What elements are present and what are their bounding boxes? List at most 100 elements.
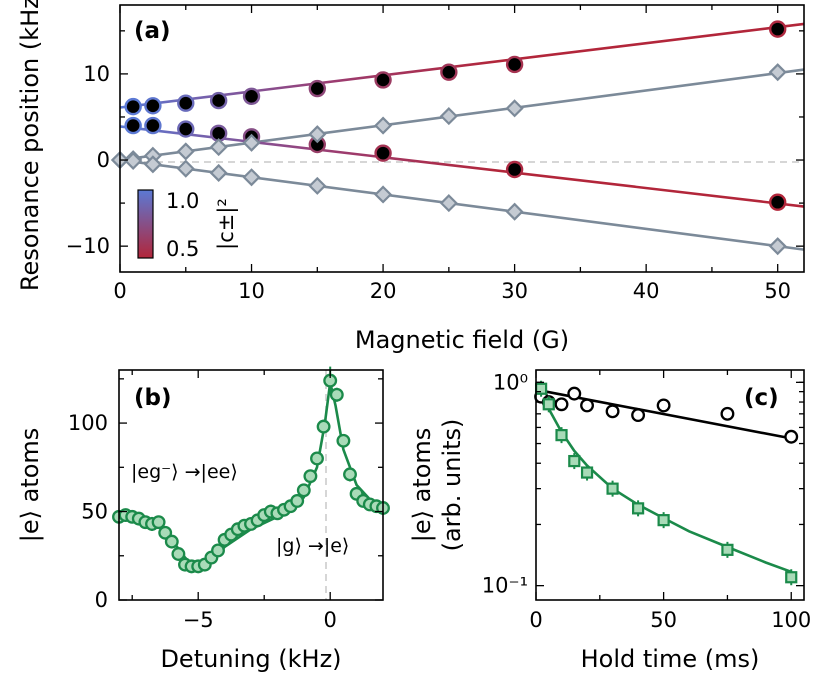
data-point-diamond: [308, 125, 327, 144]
data-point-circle: [374, 71, 392, 89]
data-point-circle: [144, 116, 162, 135]
data-point-diamond: [242, 168, 261, 187]
y-tick-label: 0: [97, 148, 110, 172]
data-point-circle: [554, 397, 569, 412]
data-point-diamond: [768, 63, 787, 82]
data-point-diamond: [176, 142, 195, 161]
data-point-circle: [242, 87, 261, 105]
x-tick-label: 0: [529, 608, 542, 632]
data-point-square: [542, 398, 555, 411]
colorbar-tick-top: 1.0: [166, 189, 199, 213]
data-point-circle: [124, 97, 142, 116]
panel-c-ylabel-line1: |e⟩ atoms: [408, 428, 436, 543]
data-point-circle: [211, 543, 225, 558]
colorbar-label: |c±|²: [214, 198, 239, 250]
y-tick-label: 10⁻¹: [482, 574, 528, 598]
y-tick-label: −10: [66, 234, 110, 258]
data-point-diamond: [124, 151, 143, 170]
data-point-circle: [720, 406, 735, 421]
diamond-fit-upper: [119, 68, 805, 162]
data-point-diamond: [209, 138, 228, 157]
fit-curve: [534, 384, 792, 574]
panel-c-label: (c): [744, 385, 779, 411]
data-point-circle: [343, 467, 357, 482]
data-point-circle: [303, 469, 318, 484]
x-tick-label: 30: [501, 279, 528, 303]
data-point-square: [555, 429, 568, 442]
x-tick-label: 50: [650, 608, 677, 632]
data-point-diamond: [505, 99, 524, 118]
data-point-circle: [336, 433, 351, 448]
data-point-circle: [308, 79, 327, 98]
y-tick-label: 0: [95, 588, 108, 612]
data-point-circle: [329, 387, 344, 402]
data-point-diamond: [439, 107, 458, 126]
data-point-circle: [656, 398, 671, 413]
data-point-diamond: [505, 202, 524, 221]
y-tick-label: 100: [68, 411, 108, 435]
x-tick-label: 50: [764, 279, 791, 303]
data-point-diamond: [176, 159, 195, 178]
annotation-eg-ee: |eg⁻⟩ →|ee⟩: [131, 461, 238, 483]
data-point-square: [657, 514, 670, 527]
data-point-circle: [144, 97, 162, 115]
x-tick-label: 40: [633, 279, 660, 303]
panel-a-frame: [119, 4, 805, 273]
data-point-circle: [768, 20, 787, 38]
y-tick-label: 50: [81, 500, 108, 524]
panel-b-xlabel: Detuning (kHz): [160, 645, 341, 673]
data-point-square: [785, 571, 798, 584]
y-tick-label: 10⁰: [493, 370, 528, 394]
x-tick-label: 10: [238, 279, 265, 303]
x-tick-label: 100: [771, 608, 811, 632]
x-tick-label: 20: [370, 279, 397, 303]
data-point-circle: [784, 429, 799, 444]
data-point-circle: [631, 408, 646, 423]
annotation-g-e: |g⟩ →|e⟩: [276, 535, 349, 557]
data-point-circle: [158, 525, 173, 540]
x-tick-label: −5: [183, 608, 214, 632]
data-point-circle: [505, 160, 524, 179]
data-point-diamond: [374, 116, 393, 135]
data-point-circle: [151, 515, 166, 530]
data-point-square: [606, 482, 619, 495]
panel-a-label: (a): [134, 18, 171, 44]
colorbar: [137, 189, 154, 259]
data-point-circle: [124, 116, 142, 135]
data-point-diamond: [143, 155, 162, 174]
data-point-circle: [177, 94, 195, 112]
data-point-circle: [164, 534, 179, 549]
data-point-square: [721, 543, 734, 556]
data-point-circle: [171, 547, 186, 561]
x-tick-label: 0: [113, 279, 126, 303]
data-point-circle: [580, 398, 594, 413]
data-point-diamond: [439, 194, 458, 213]
data-point-diamond: [209, 163, 228, 183]
panel-c-xlabel: Hold time (ms): [581, 645, 760, 673]
data-point-diamond: [308, 176, 327, 195]
data-point-circle: [567, 386, 582, 401]
panel-c-ylabel-line2: (arb. units): [438, 419, 466, 552]
panel-c: 0 50 100 10⁰ 10⁻¹ (c) Hold time (ms) |e⟩ at…: [408, 369, 811, 673]
panel-b-frame: [118, 369, 384, 601]
circle-fit-upper: [119, 22, 805, 109]
colorbar-tick-bottom: 0.5: [166, 237, 199, 261]
data-point-circle: [440, 63, 458, 81]
panel-c-frame: [535, 369, 805, 601]
data-point-square: [568, 454, 581, 468]
panel-b-ylabel: |e⟩ atoms: [16, 428, 44, 543]
data-point-circle: [310, 451, 324, 466]
data-point-circle: [209, 91, 228, 110]
x-tick-label: 0: [324, 608, 337, 632]
data-point-circle: [374, 144, 392, 162]
data-point-circle: [177, 120, 195, 138]
data-point-diamond: [768, 237, 787, 256]
data-point-circle: [505, 55, 524, 74]
data-point-circle: [605, 404, 620, 419]
panel-a-xlabel: Magnetic field (G): [355, 326, 569, 354]
data-point-circle: [316, 419, 331, 434]
circle-fit-lower: [119, 125, 805, 208]
panel-b-label: (b): [134, 385, 172, 411]
